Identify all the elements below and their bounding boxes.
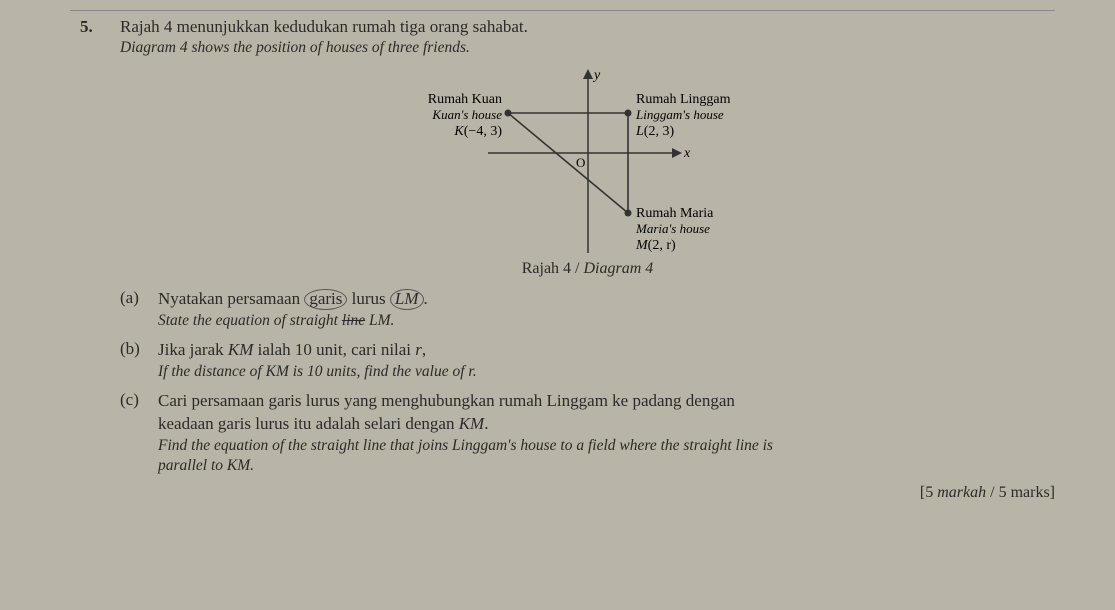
part-a: (a) Nyatakan persamaan garis lurus LM. S… <box>120 288 1055 331</box>
caption-sep: / <box>571 260 583 277</box>
kuan-coord: K(−4, 3) <box>453 124 502 139</box>
marks-post: ] <box>1050 484 1055 501</box>
maria-title-ms: Rumah Maria <box>636 206 714 221</box>
maria-coord: M(2, r) <box>635 238 676 253</box>
part-b-label: (b) <box>120 339 158 382</box>
a-ms-pre: Nyatakan persamaan <box>158 289 304 308</box>
kuan-title-en: Kuan's house <box>431 107 502 122</box>
part-a-ms: Nyatakan persamaan garis lurus LM. <box>158 288 1055 311</box>
a-lm-circled: LM <box>390 289 424 310</box>
a-garis-circled: garis <box>304 289 347 310</box>
part-b-en: If the distance of KM is 10 units, find … <box>158 362 1055 382</box>
line-km <box>508 113 628 213</box>
diagram-caption: Rajah 4 / Diagram 4 <box>120 260 1055 278</box>
c-ms-l2-post: . <box>484 414 488 433</box>
diagram-svg: y x O Rumah Kuan Kuan's h <box>378 63 798 258</box>
question-body: Rajah 4 menunjukkan kedudukan rumah tiga… <box>120 17 1055 502</box>
part-b-body: Jika jarak KM ialah 10 unit, cari nilai … <box>158 339 1055 382</box>
caption-ms: Rajah 4 <box>522 260 571 277</box>
origin-label: O <box>576 155 585 170</box>
question-number: 5. <box>80 17 120 37</box>
c-km: KM <box>459 414 485 433</box>
linggam-title-en: Linggam's house <box>635 107 724 122</box>
part-c: (c) Cari persamaan garis lurus yang meng… <box>120 390 1055 476</box>
part-a-en: State the equation of straight line LM. <box>158 311 1055 331</box>
marks: [5 markah / 5 marks] <box>120 484 1055 502</box>
b-ms-mid: ialah 10 unit, cari nilai <box>253 340 415 359</box>
a-en-pre: State the equation of straight <box>158 312 342 329</box>
marks-pre: [5 <box>920 484 937 501</box>
part-c-body: Cari persamaan garis lurus yang menghubu… <box>158 390 1055 476</box>
question-row: 5. Rajah 4 menunjukkan kedudukan rumah t… <box>80 17 1055 502</box>
b-ms-pre: Jika jarak <box>158 340 228 359</box>
a-ms-mid: lurus <box>347 289 390 308</box>
marks-en: 5 marks <box>999 484 1050 501</box>
page: 5. Rajah 4 menunjukkan kedudukan rumah t… <box>0 0 1115 502</box>
linggam-coord: L(2, 3) <box>635 124 674 139</box>
stem-ms: Rajah 4 menunjukkan kedudukan rumah tiga… <box>120 17 1055 37</box>
top-rule <box>70 10 1055 11</box>
marks-ms: markah <box>937 484 986 501</box>
maria-title-en: Maria's house <box>635 221 710 236</box>
c-en-l1: Find the equation of the straight line t… <box>158 437 773 454</box>
part-a-label: (a) <box>120 288 158 331</box>
part-b: (b) Jika jarak KM ialah 10 unit, cari ni… <box>120 339 1055 382</box>
c-ms-l2-pre: keadaan garis lurus itu adalah selari de… <box>158 414 459 433</box>
kuan-title-ms: Rumah Kuan <box>427 92 501 107</box>
c-en-l2: parallel to KM. <box>158 457 254 474</box>
marks-sep: / <box>986 484 998 501</box>
x-arrow-icon <box>672 148 682 158</box>
y-label: y <box>592 68 601 83</box>
part-a-body: Nyatakan persamaan garis lurus LM. State… <box>158 288 1055 331</box>
x-label: x <box>683 146 691 161</box>
a-line-strike: line <box>342 312 365 329</box>
caption-en: Diagram 4 <box>584 260 654 277</box>
b-r: r <box>415 340 422 359</box>
a-en-post: LM. <box>365 312 394 329</box>
part-b-ms: Jika jarak KM ialah 10 unit, cari nilai … <box>158 339 1055 362</box>
linggam-title-ms: Rumah Linggam <box>636 92 731 107</box>
part-c-ms: Cari persamaan garis lurus yang menghubu… <box>158 390 1055 436</box>
a-ms-post: . <box>424 289 428 308</box>
stem-en: Diagram 4 shows the position of houses o… <box>120 39 1055 57</box>
c-ms-l1: Cari persamaan garis lurus yang menghubu… <box>158 391 735 410</box>
diagram-wrap: y x O Rumah Kuan Kuan's h <box>120 63 1055 258</box>
y-arrow-icon <box>583 69 593 79</box>
part-c-en: Find the equation of the straight line t… <box>158 436 1055 476</box>
b-ms-post: , <box>422 340 426 359</box>
part-c-label: (c) <box>120 390 158 476</box>
b-km: KM <box>228 340 254 359</box>
